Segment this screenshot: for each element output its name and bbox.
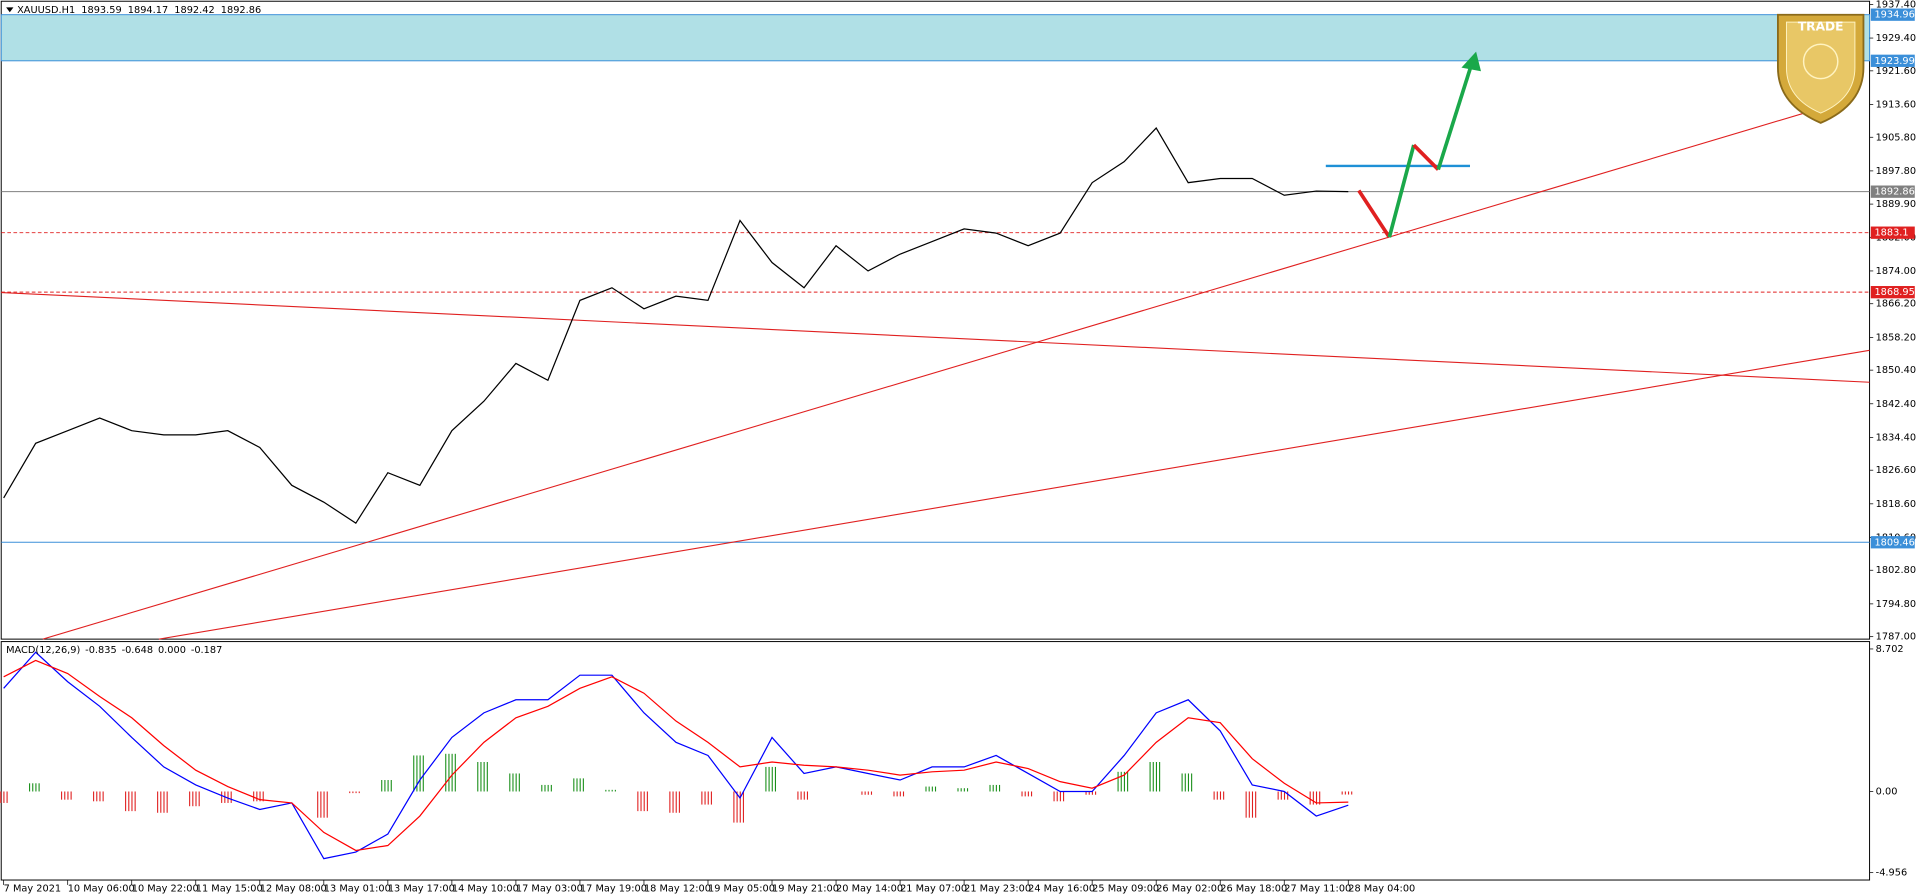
forecast-path — [1412, 143, 1440, 171]
price-box — [1870, 185, 1915, 198]
macd-frame — [0, 641, 1871, 881]
y-tick-label: 1937.40 — [1876, 0, 1916, 10]
indicator-name: MACD(12,26,9) — [6, 645, 80, 656]
forecast-path — [1357, 189, 1391, 239]
price-box — [1870, 536, 1915, 549]
x-tick-label: 26 May 02:00 — [1156, 884, 1223, 895]
x-tick-label: 13 May 17:00 — [388, 884, 455, 895]
ohlc-value: 1893.59 — [81, 5, 121, 16]
header: XAUUSD.H1 1893.59 1894.17 1892.42 1892.86 — [17, 5, 261, 16]
price-box — [1870, 54, 1915, 67]
forecast-arrow — [1461, 51, 1481, 72]
macd-line — [3, 659, 1349, 852]
y-tick-label: 1834.40 — [1876, 432, 1916, 443]
x-tick-label: 7 May 2021 — [4, 884, 61, 895]
y-tick-label: 1897.80 — [1876, 166, 1916, 177]
indicator-value: -0.835 — [85, 645, 117, 656]
logo-text: TRADE — [1798, 20, 1844, 34]
forecast-path — [1436, 60, 1475, 171]
price-box — [1870, 286, 1915, 299]
price-label: 1868.95 — [1874, 287, 1914, 298]
price-label: 1809.46 — [1874, 537, 1914, 548]
y-tick-label: 1802.80 — [1876, 565, 1916, 576]
y-tick-label: 1921.60 — [1876, 66, 1916, 77]
logo-inner — [1785, 21, 1856, 114]
x-tick-label: 17 May 19:00 — [580, 884, 647, 895]
x-tick-label: 19 May 21:00 — [772, 884, 839, 895]
price-label: 1934.96 — [1874, 10, 1914, 21]
x-tick-label: 19 May 05:00 — [708, 884, 775, 895]
logo: TRADE — [1777, 13, 1865, 124]
ohlc-value: 1894.17 — [128, 5, 168, 16]
y-tick-label: 1874.00 — [1876, 266, 1916, 277]
price-label: 1883.1 — [1874, 228, 1908, 239]
ohlc-value: 1892.42 — [174, 5, 214, 16]
y-tick-label: 1842.40 — [1876, 399, 1916, 410]
x-tick-label: 13 May 01:00 — [324, 884, 391, 895]
price-label: 1892.86 — [1874, 187, 1914, 198]
x-tick-label: 20 May 14:00 — [836, 884, 903, 895]
price-line — [3, 127, 1349, 525]
price-label: 1923.99 — [1874, 56, 1914, 67]
price-box — [1870, 226, 1915, 239]
y-tick-label: 1866.20 — [1876, 299, 1916, 310]
y-tick-label: 8.702 — [1876, 644, 1904, 655]
ohlc-value: 1892.86 — [221, 5, 261, 16]
y-tick-label: 1850.40 — [1876, 365, 1916, 376]
x-tick-label: 18 May 12:00 — [644, 884, 711, 895]
y-tick-label: 1889.90 — [1876, 199, 1916, 210]
x-tick-label: 14 May 10:00 — [452, 884, 519, 895]
indicator-value: -0.187 — [191, 645, 223, 656]
y-tick-label: 1818.60 — [1876, 499, 1916, 510]
x-tick-label: 25 May 09:00 — [1092, 884, 1159, 895]
x-tick-label: 17 May 03:00 — [516, 884, 583, 895]
x-tick-label: 28 May 04:00 — [1348, 884, 1415, 895]
macd-line — [3, 651, 1349, 860]
x-tick-label: 24 May 16:00 — [1028, 884, 1095, 895]
x-tick-label: 11 May 15:00 — [196, 884, 263, 895]
trend-line — [42, 107, 1821, 640]
x-tick-label: 21 May 07:00 — [900, 884, 967, 895]
y-tick-label: 1929.40 — [1876, 33, 1916, 44]
symbol: XAUUSD.H1 — [17, 5, 75, 16]
trend-line — [158, 349, 1870, 640]
indicator-value: -0.648 — [122, 645, 154, 656]
logo-emblem — [1802, 43, 1839, 80]
trend-line — [1, 291, 1870, 383]
y-tick-label: 1787.00 — [1876, 632, 1916, 643]
y-tick-label: 1858.20 — [1876, 332, 1916, 343]
y-tick-label: -4.956 — [1876, 868, 1908, 879]
y-tick-label: 1794.80 — [1876, 599, 1916, 610]
x-tick-label: 21 May 23:00 — [964, 884, 1031, 895]
y-tick-label: 1826.60 — [1876, 465, 1916, 476]
header-arrow — [6, 7, 14, 13]
forecast-path — [1387, 144, 1416, 238]
y-tick-label: 1905.80 — [1876, 132, 1916, 143]
indicator-header: MACD(12,26,9) -0.835 -0.648 0.000 -0.187 — [6, 645, 222, 656]
x-tick-label: 10 May 22:00 — [132, 884, 199, 895]
main-frame — [0, 0, 1871, 640]
supply-zone — [0, 14, 1871, 62]
x-tick-label: 12 May 08:00 — [260, 884, 327, 895]
y-tick-label: 1913.60 — [1876, 99, 1916, 110]
y-tick-label: 0.00 — [1876, 786, 1898, 797]
price-box — [1870, 8, 1915, 21]
x-tick-label: 26 May 18:00 — [1220, 884, 1287, 895]
x-tick-label: 10 May 06:00 — [68, 884, 135, 895]
x-tick-label: 27 May 11:00 — [1284, 884, 1351, 895]
indicator-value: 0.000 — [158, 645, 186, 656]
